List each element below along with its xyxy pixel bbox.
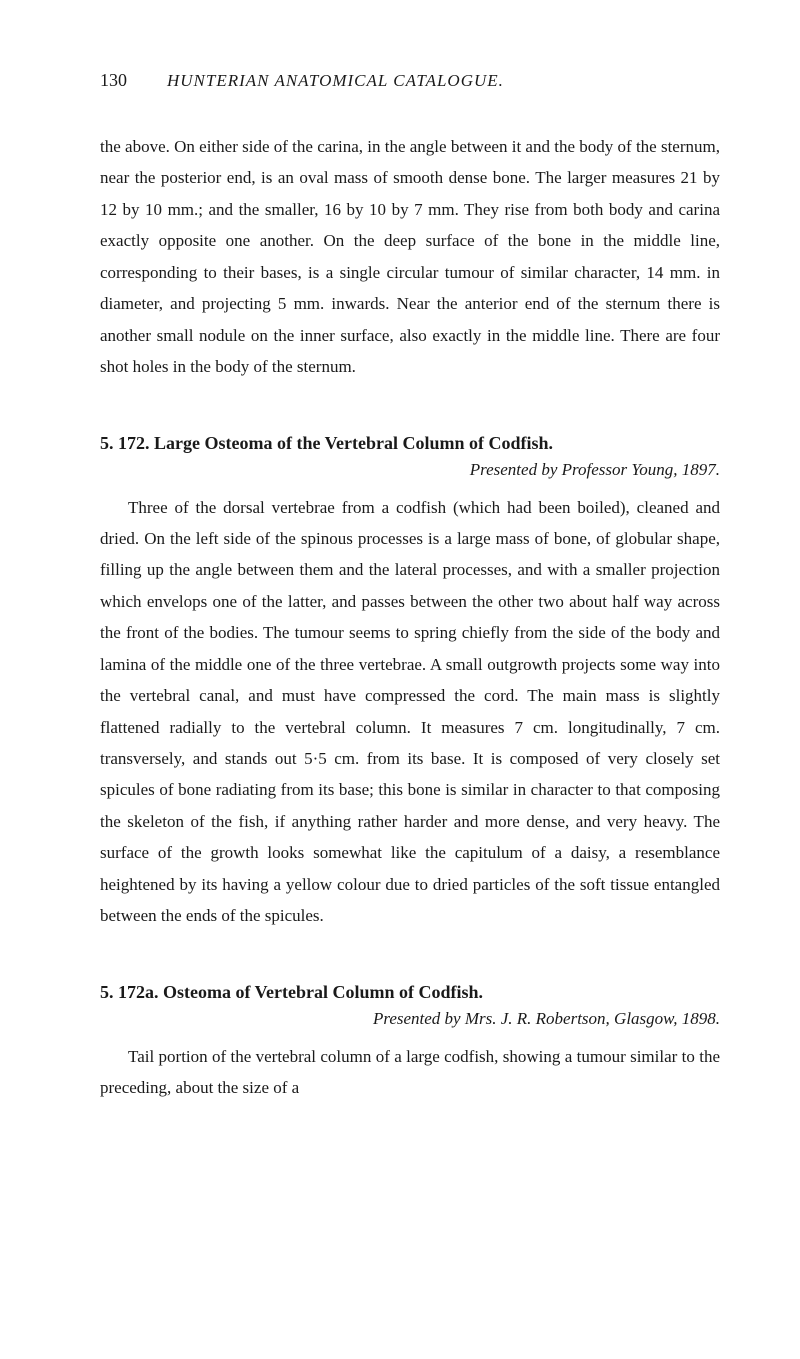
- page-header: 130 HUNTERIAN ANATOMICAL CATALOGUE.: [100, 70, 720, 91]
- entry-attribution: Presented by Professor Young, 1897.: [100, 460, 720, 480]
- page-number: 130: [100, 70, 127, 91]
- entry-title: 5. 172. Large Osteoma of the Vertebral C…: [100, 433, 720, 454]
- entry-attribution: Presented by Mrs. J. R. Robertson, Glasg…: [100, 1009, 720, 1029]
- continuation-paragraph: the above. On either side of the carina,…: [100, 131, 720, 383]
- entry-paragraph: Tail portion of the vertebral column of …: [100, 1041, 720, 1104]
- catalogue-entry-172a: 5. 172a. Osteoma of Vertebral Column of …: [100, 982, 720, 1104]
- running-title: HUNTERIAN ANATOMICAL CATALOGUE.: [167, 71, 504, 91]
- entry-title: 5. 172a. Osteoma of Vertebral Column of …: [100, 982, 720, 1003]
- catalogue-entry-172: 5. 172. Large Osteoma of the Vertebral C…: [100, 433, 720, 932]
- entry-paragraph: Three of the dorsal vertebrae from a cod…: [100, 492, 720, 932]
